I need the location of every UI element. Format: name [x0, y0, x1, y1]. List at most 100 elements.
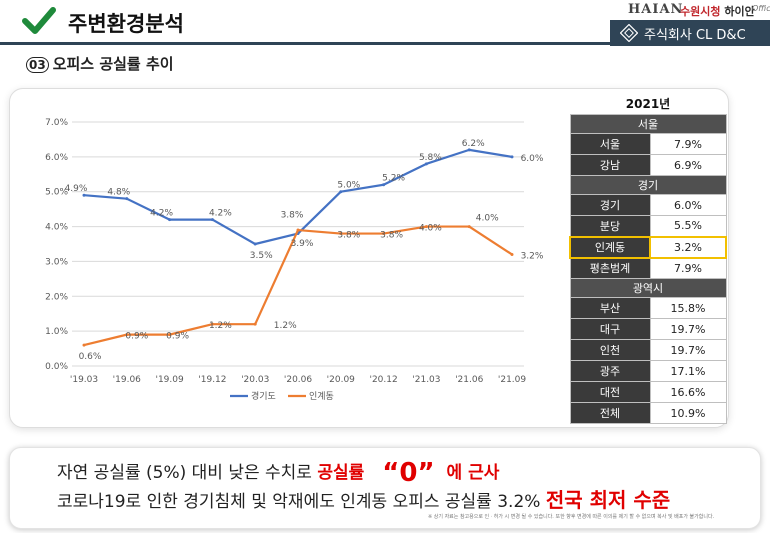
- line-chart: 0.0% 1.0% 2.0% 3.0% 4.0% 5.0% 6.0% 7.0% '19.03 '1…: [45, 118, 544, 402]
- section-title-text: 오피스 공실률 추이: [52, 55, 174, 73]
- vacancy-table-grid: 서울 서울 7.9% 강남 6.9% 경기 경기 6.0% 분당 5.5% 인계동 3.2% 평촌범계 7…: [569, 114, 727, 424]
- data-point: [510, 252, 514, 256]
- table-row: 인계동 3.2%: [569, 235, 727, 259]
- data-point: [210, 218, 214, 222]
- y-tick-label: 3.0%: [45, 257, 68, 267]
- table-cell-city: 강남: [569, 154, 651, 176]
- summary-line-2-highlight: 전국 최저 수준: [545, 488, 671, 512]
- data-label: 3.8%: [281, 211, 304, 221]
- data-label: 4.9%: [65, 184, 88, 194]
- disclaimer-note: ※ 상기 자료는 참고용으로 인ㆍ허가 시 변경 될 수 있습니다. 또한 향후…: [428, 514, 715, 520]
- summary-line-1: 자연 공실률 (5%) 대비 낮은 수치로 공실률 “0” 에 근사: [57, 455, 500, 488]
- x-tick-label: '21.06: [455, 375, 484, 385]
- x-tick-label: '19.09: [155, 375, 184, 385]
- data-label: 3.9%: [291, 239, 314, 249]
- data-label: 5.8%: [419, 153, 442, 163]
- data-point: [339, 232, 343, 236]
- table-row: 분당 5.5%: [569, 215, 727, 237]
- brand-office: Office: [752, 4, 770, 13]
- table-cell-city: 분당: [569, 215, 651, 237]
- data-point: [168, 333, 172, 337]
- summary-line-1-text: 자연 공실률 (5%) 대비 낮은 수치로: [57, 463, 318, 483]
- table-row: 인천 19.7%: [569, 339, 727, 361]
- header-divider: [0, 42, 610, 45]
- data-point: [424, 162, 428, 166]
- y-tick-label: 4.0%: [45, 223, 68, 233]
- data-point: [467, 148, 471, 152]
- data-point: [510, 155, 514, 159]
- brand-prefix: 수원시청: [680, 5, 721, 18]
- table-cell-city: 대구: [569, 318, 651, 340]
- y-tick-label: 1.0%: [45, 327, 68, 337]
- data-label: 4.0%: [476, 214, 499, 224]
- table-cell-value: 3.2%: [649, 235, 727, 259]
- x-tick-label: '20.06: [284, 375, 313, 385]
- y-tick-label: 7.0%: [45, 118, 68, 128]
- table-row: 전체 10.9%: [569, 402, 727, 424]
- diamond-logo-icon: [620, 24, 638, 42]
- company-name: 주식회사 CL D&C: [644, 28, 746, 43]
- summary-line-2-text: 코로나19로 인한 경기침체 및 악재에도 인계동 오피스 공실률 3.2%: [57, 492, 546, 512]
- x-tick-label: '19.03: [70, 375, 98, 385]
- checkmark-icon: [22, 7, 56, 34]
- brand-name-bold: 하이안: [724, 5, 755, 18]
- table-cell-value: 19.7%: [649, 339, 727, 361]
- table-cell-city: 전체: [569, 402, 651, 424]
- brand-logo: HAIAN 수원시청 하이안 Office: [628, 2, 770, 22]
- data-label: 3.2%: [521, 251, 544, 261]
- section-title: 03 오피스 공실률 추이: [26, 53, 174, 74]
- data-label: 4.0%: [419, 224, 442, 234]
- data-label: 4.8%: [107, 188, 130, 198]
- data-label: 6.2%: [462, 139, 485, 149]
- table-row: 강남 6.9%: [569, 154, 727, 176]
- table-cell-value: 6.0%: [649, 194, 727, 216]
- table-cell-value: 5.5%: [649, 215, 727, 237]
- summary-zero: “0”: [382, 458, 435, 488]
- data-point: [296, 228, 300, 232]
- table-group-header: 경기: [569, 175, 727, 195]
- data-label: 4.2%: [150, 209, 173, 219]
- y-tick-label: 5.0%: [45, 188, 68, 198]
- table-cell-value: 10.9%: [649, 402, 727, 424]
- brand-name: 수원시청 하이안: [680, 3, 755, 19]
- data-point: [467, 225, 471, 229]
- table-row: 서울 7.9%: [569, 133, 727, 155]
- section-number: 03: [26, 57, 49, 73]
- table-cell-city: 평촌범계: [569, 257, 651, 279]
- legend-label: 인계동: [309, 390, 334, 402]
- y-tick-label: 0.0%: [45, 362, 68, 372]
- x-tick-label: '19.06: [113, 375, 142, 385]
- x-tick-label: '19.12: [198, 375, 226, 385]
- data-point: [125, 333, 129, 337]
- data-label: 0.6%: [79, 352, 102, 362]
- data-label: 0.9%: [166, 332, 189, 342]
- table-row: 광주 17.1%: [569, 360, 727, 382]
- table-cell-city: 인천: [569, 339, 651, 361]
- data-point: [210, 322, 214, 326]
- table-cell-value: 7.9%: [649, 257, 727, 279]
- summary-line-1-highlight: 공실률: [317, 463, 365, 483]
- table-group-row: 경기: [569, 175, 727, 195]
- table-cell-value: 16.6%: [649, 381, 727, 403]
- table-group-header: 서울: [569, 114, 727, 134]
- table-cell-city: 광주: [569, 360, 651, 382]
- y-tick-label: 6.0%: [45, 153, 68, 163]
- table-year: 2021년: [625, 97, 671, 111]
- table-cell-city: 인계동: [569, 235, 651, 259]
- summary-line-1-end: 에 근사: [446, 463, 500, 483]
- table-cell-city: 경기: [569, 194, 651, 216]
- data-point: [168, 218, 172, 222]
- legend-label: 경기도: [251, 390, 276, 402]
- data-point: [382, 232, 386, 236]
- data-point: [253, 242, 257, 246]
- table-cell-value: 6.9%: [649, 154, 727, 176]
- data-point: [82, 343, 86, 347]
- table-group-row: 광역시: [569, 278, 727, 298]
- data-label: 3.5%: [250, 251, 273, 261]
- table-row: 평촌범계 7.9%: [569, 257, 727, 279]
- data-point: [82, 193, 86, 197]
- vacancy-table: 2021년 서울 서울 7.9% 강남 6.9% 경기 경기 6.0% 분당 5.5% 인계동 3.2…: [569, 94, 727, 424]
- x-tick-label: '20.12: [369, 375, 397, 385]
- data-label: 6.0%: [521, 154, 544, 164]
- data-point: [339, 190, 343, 194]
